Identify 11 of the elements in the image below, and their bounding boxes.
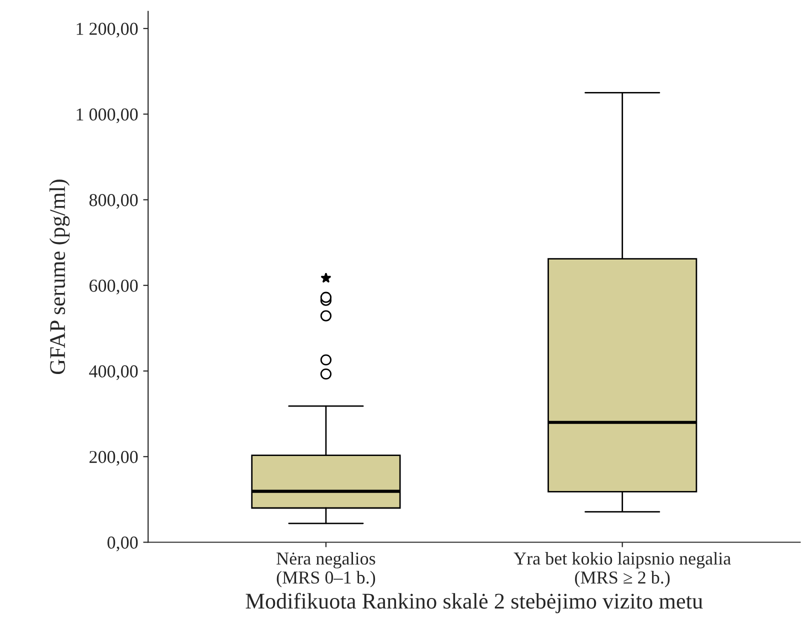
x-tick-label: Yra bet kokio laipsnio negalia (MRS ≥ 2 b.) [514, 552, 731, 588]
y-axis-title: GFAP serume (pg/ml) [49, 180, 70, 374]
x-axis-title: Modifikuota Rankino skalė 2 stebėjimo vizito metu [246, 592, 703, 614]
y-tick-label: 400,00 [89, 365, 138, 380]
x-tick-label: Nėra negalios (MRS 0–1 b.) [276, 552, 376, 588]
y-tick-label: 800,00 [89, 194, 138, 209]
y-tick-label: 1 200,00 [76, 22, 138, 38]
y-tick-label: 0,00 [107, 536, 138, 552]
y-tick-label: 1 000,00 [76, 108, 138, 124]
y-tick-label: 200,00 [90, 450, 138, 466]
y-tick-label: 600,00 [90, 280, 138, 294]
